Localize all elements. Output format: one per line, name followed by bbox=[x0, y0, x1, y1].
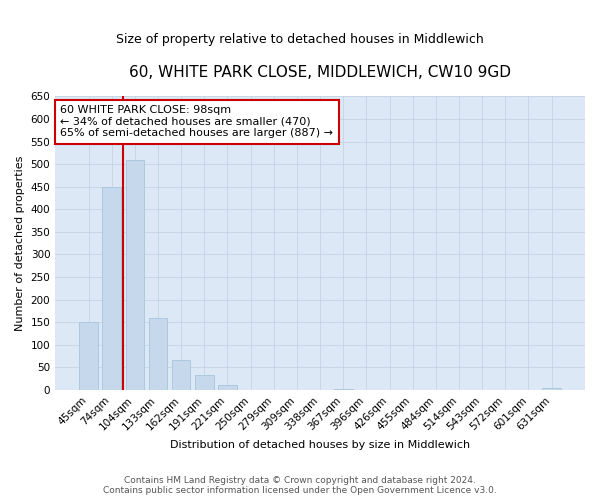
Bar bbox=[149, 318, 167, 390]
Text: Size of property relative to detached houses in Middlewich: Size of property relative to detached ho… bbox=[116, 32, 484, 46]
Bar bbox=[218, 384, 237, 390]
X-axis label: Distribution of detached houses by size in Middlewich: Distribution of detached houses by size … bbox=[170, 440, 470, 450]
Bar bbox=[195, 376, 214, 390]
Text: Contains HM Land Registry data © Crown copyright and database right 2024.
Contai: Contains HM Land Registry data © Crown c… bbox=[103, 476, 497, 495]
Bar bbox=[172, 360, 190, 390]
Bar bbox=[334, 388, 353, 390]
Title: 60, WHITE PARK CLOSE, MIDDLEWICH, CW10 9GD: 60, WHITE PARK CLOSE, MIDDLEWICH, CW10 9… bbox=[129, 65, 511, 80]
Bar bbox=[103, 187, 121, 390]
Text: 60 WHITE PARK CLOSE: 98sqm
← 34% of detached houses are smaller (470)
65% of sem: 60 WHITE PARK CLOSE: 98sqm ← 34% of deta… bbox=[61, 105, 334, 138]
Y-axis label: Number of detached properties: Number of detached properties bbox=[15, 156, 25, 331]
Bar bbox=[542, 388, 561, 390]
Bar bbox=[125, 160, 144, 390]
Bar bbox=[79, 322, 98, 390]
